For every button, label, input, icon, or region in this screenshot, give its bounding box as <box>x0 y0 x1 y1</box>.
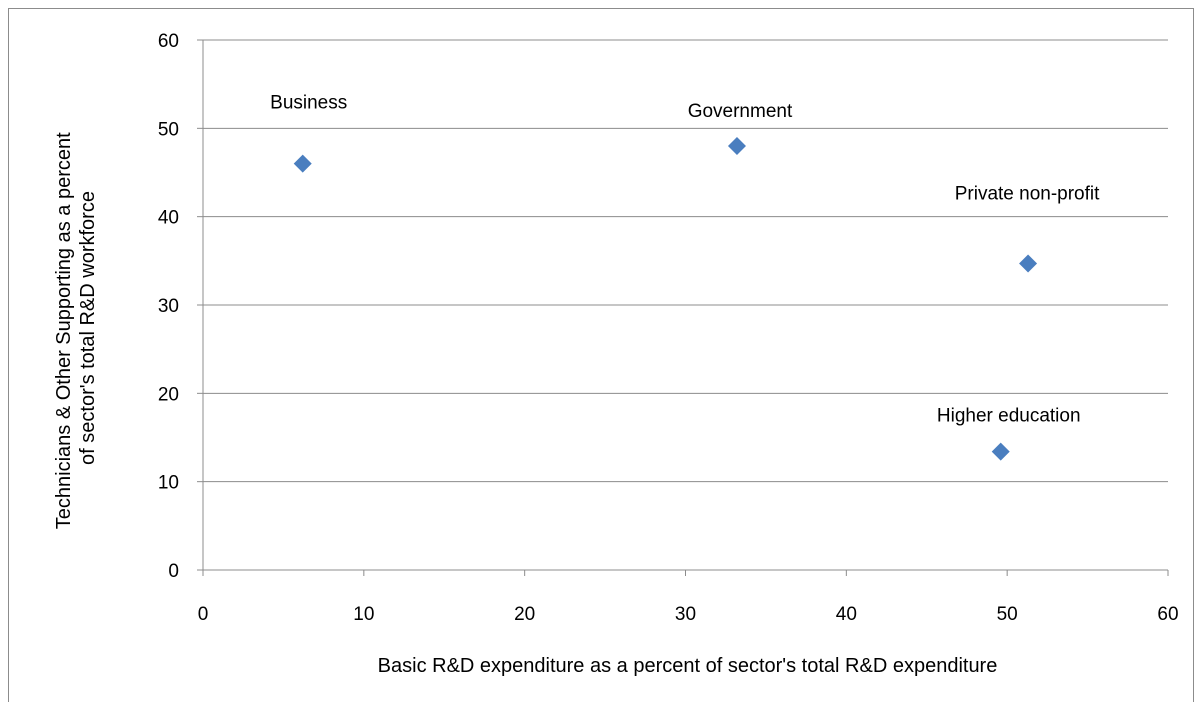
data-labels: Business Government Private non-profit High… <box>270 93 1100 427</box>
data-label: Private non-profit <box>955 183 1100 204</box>
y-axis-title: Technicians & Other Supporting as a perc… <box>53 127 99 529</box>
y-tick-labels: 0 10 20 30 40 50 60 <box>158 31 179 582</box>
data-point-business <box>293 154 312 173</box>
data-point-private-non-profit <box>1019 254 1038 273</box>
data-point-government <box>727 137 746 155</box>
y-tick-label: 10 <box>158 473 179 494</box>
x-tick-labels: 0 10 20 30 40 50 60 <box>198 604 1179 625</box>
x-tick-label: 10 <box>353 604 374 625</box>
x-tick-label: 50 <box>997 604 1018 625</box>
data-label: Government <box>688 101 793 122</box>
y-tick-label: 60 <box>158 31 179 52</box>
x-tick-label: 60 <box>1157 604 1178 625</box>
y-tick-label: 0 <box>168 561 179 582</box>
data-label: Higher education <box>937 406 1081 427</box>
x-tick-label: 40 <box>836 604 857 625</box>
data-point-higher-education <box>991 442 1010 461</box>
x-tick-label: 30 <box>675 604 696 625</box>
data-label: Business <box>270 93 347 114</box>
chart-frame <box>8 8 1194 702</box>
y-tick-label: 30 <box>158 296 179 317</box>
x-tick-label: 20 <box>514 604 535 625</box>
y-axis-title-line-2: of sector's total R&D workforce <box>77 191 99 465</box>
y-tick-label: 50 <box>158 119 179 140</box>
gridlines <box>203 39 1168 483</box>
axes <box>197 39 1169 576</box>
data-points <box>293 137 1038 461</box>
y-tick-label: 20 <box>158 384 179 405</box>
y-tick-label: 40 <box>158 208 179 229</box>
x-tick-label: 0 <box>198 604 209 625</box>
x-axis-title: Basic R&D expenditure as a percent of se… <box>378 655 998 677</box>
y-axis-title-line-1: Technicians & Other Supporting as a perc… <box>53 132 75 529</box>
